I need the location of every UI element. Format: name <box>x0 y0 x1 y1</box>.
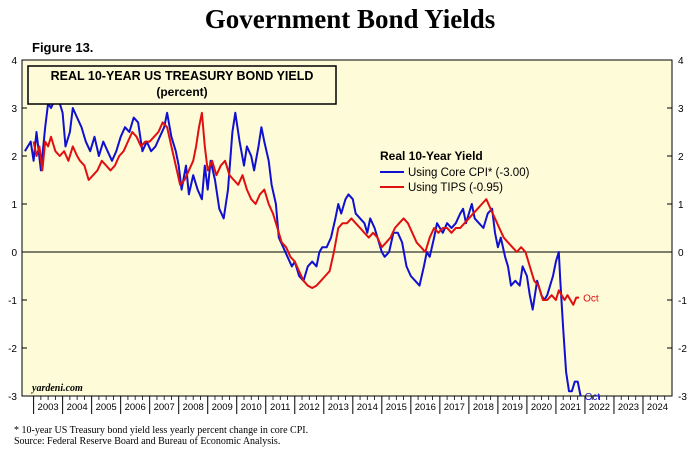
axis-ticks: -3 -3 -2 -2 -1 -1 0 0 1 1 2 2 3 3 4 4 2003 2004 2005 2006 20… <box>8 56 687 414</box>
series-line-0 <box>24 97 582 397</box>
x-tick-label: 2020 <box>531 402 552 413</box>
x-tick-label: 2024 <box>647 402 668 413</box>
y-tick-label-left: 1 <box>11 200 17 211</box>
footnote-line-1: * 10-year US Treasury bond yield less ye… <box>14 425 309 436</box>
x-tick-label: 2010 <box>241 402 262 413</box>
x-tick-label: 2005 <box>96 402 117 413</box>
y-tick-label-right: 4 <box>678 56 684 67</box>
series-end-labels: Oct Oct <box>583 294 600 403</box>
legend-label-cpi: Using Core CPI* (-3.00) <box>408 167 530 179</box>
chart-subtitle: (percent) <box>156 85 207 99</box>
y-tick-label-right: -2 <box>678 344 687 355</box>
x-tick-label: 2012 <box>299 402 320 413</box>
x-tick-label: 2003 <box>38 402 59 413</box>
series-end-label-0: Oct <box>585 392 601 403</box>
y-tick-label-right: 3 <box>678 104 684 115</box>
chart-title-box <box>27 65 337 105</box>
y-tick-label-right: -1 <box>678 296 687 307</box>
x-tick-label: 2019 <box>502 402 523 413</box>
chart-title: REAL 10-YEAR US TREASURY BOND YIELD <box>51 69 314 83</box>
footnote-line-2: Source: Federal Reserve Board and Bureau… <box>14 436 281 447</box>
x-tick-label: 2021 <box>560 402 581 413</box>
y-tick-label-right: 0 <box>678 248 684 259</box>
page-title: Government Bond Yields <box>204 4 496 34</box>
plot-area <box>21 59 673 397</box>
y-tick-label-left: -2 <box>8 344 17 355</box>
legend-title: Real 10-Year Yield <box>380 149 483 163</box>
x-tick-label: 2018 <box>473 402 494 413</box>
x-tick-label: 2023 <box>618 402 639 413</box>
x-tick-label: 2015 <box>386 402 407 413</box>
y-tick-label-right: 1 <box>678 200 684 211</box>
figure-label: Figure 13. <box>32 40 94 55</box>
x-tick-label: 2006 <box>125 402 146 413</box>
x-tick-label: 2013 <box>328 402 349 413</box>
y-tick-label-left: -3 <box>8 392 17 403</box>
y-tick-label-right: 2 <box>678 152 684 163</box>
y-tick-label-right: -3 <box>678 392 687 403</box>
legend-label-tips: Using TIPS (-0.95) <box>408 182 503 194</box>
series-end-label-1: Oct <box>583 294 599 305</box>
footnote: * 10-year US Treasury bond yield less ye… <box>14 425 308 447</box>
series-lines <box>24 97 582 397</box>
watermark: yardeni.com <box>31 383 83 394</box>
x-tick-label: 2008 <box>183 402 204 413</box>
x-tick-label: 2017 <box>444 402 465 413</box>
x-tick-label: 2009 <box>212 402 233 413</box>
series-line-1 <box>32 111 580 306</box>
y-tick-label-left: -1 <box>8 296 17 307</box>
x-tick-label: 2007 <box>154 402 175 413</box>
x-tick-label: 2011 <box>270 402 290 413</box>
y-tick-label-left: 2 <box>11 152 17 163</box>
x-tick-label: 2022 <box>589 402 610 413</box>
x-tick-label: 2016 <box>415 402 436 413</box>
y-tick-label-left: 3 <box>11 104 17 115</box>
x-tick-label: 2004 <box>67 402 88 413</box>
y-tick-label-left: 4 <box>11 56 17 67</box>
x-tick-label: 2014 <box>357 402 378 413</box>
y-tick-label-left: 0 <box>11 248 17 259</box>
